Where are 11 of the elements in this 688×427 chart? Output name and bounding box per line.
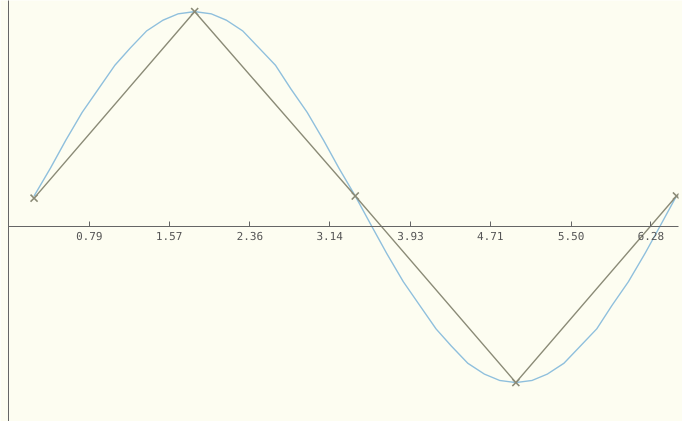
x-tick-label: 5.50 (558, 230, 584, 244)
point (30, 194, 38, 202)
point (512, 378, 520, 387)
x-tick-label: 1.57 (156, 230, 182, 244)
x-tick-label: 0.79 (76, 230, 103, 244)
x-tick-label: 3.14 (316, 230, 344, 244)
x-tick-label: 2.36 (236, 230, 264, 244)
x-tick-label: 3.93 (397, 230, 424, 244)
point (350, 192, 360, 200)
point (190, 7, 200, 16)
x-tick-label: 4.71 (477, 230, 504, 244)
